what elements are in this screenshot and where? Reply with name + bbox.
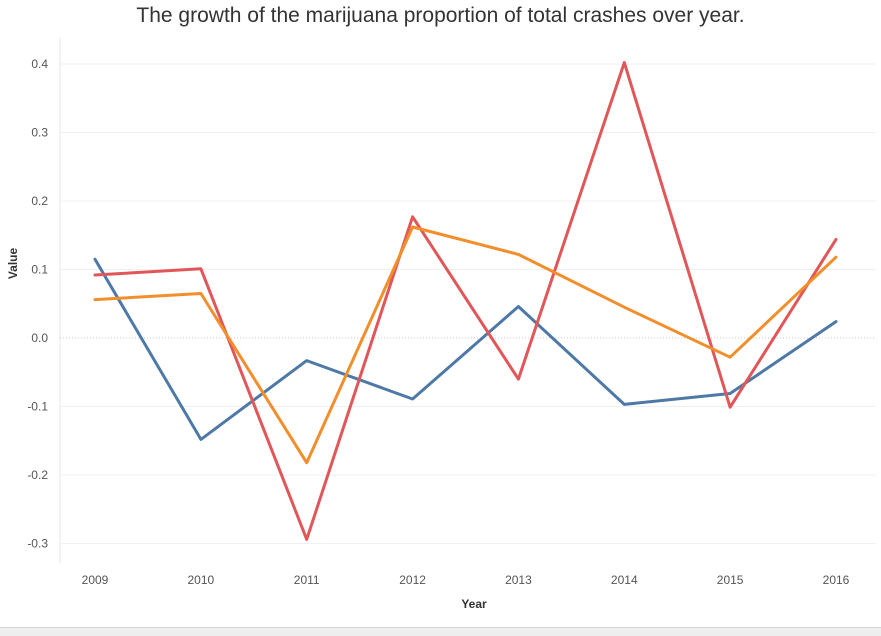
x-tick-label: 2013 [505,573,532,587]
x-axis-title: Year [461,597,487,611]
gridlines [59,38,876,563]
series-line-1[interactable] [93,257,838,441]
x-tick-label: 2009 [82,573,109,587]
y-tick-label: -0.1 [27,400,48,414]
bottom-scroll-bar [0,627,881,636]
x-axis-ticks: 2009 2010 2011 2012 2013 2014 2015 2016 [82,573,850,587]
y-tick-label: 0.1 [31,263,48,277]
y-axis-ticks: 0.4 0.3 0.2 0.1 0.0 -0.1 -0.2 -0.3 [27,57,48,551]
x-tick-label: 2012 [399,573,426,587]
y-axis-title: Value [6,248,20,280]
y-tick-label: 0.0 [31,331,48,345]
series-lines [93,61,838,541]
chart-title: The growth of the marijuana proportion o… [136,4,745,27]
y-tick-label: -0.2 [27,468,48,482]
x-tick-label: 2011 [294,573,320,587]
y-tick-label: 0.4 [31,57,48,71]
x-tick-label: 2016 [823,573,850,587]
y-tick-label: -0.3 [27,537,48,551]
y-tick-label: 0.2 [31,194,48,208]
x-tick-label: 2014 [611,573,638,587]
series-line-3[interactable] [93,225,838,465]
x-tick-label: 2010 [188,573,215,587]
y-tick-label: 0.3 [31,126,48,140]
x-tick-label: 2015 [717,573,744,587]
